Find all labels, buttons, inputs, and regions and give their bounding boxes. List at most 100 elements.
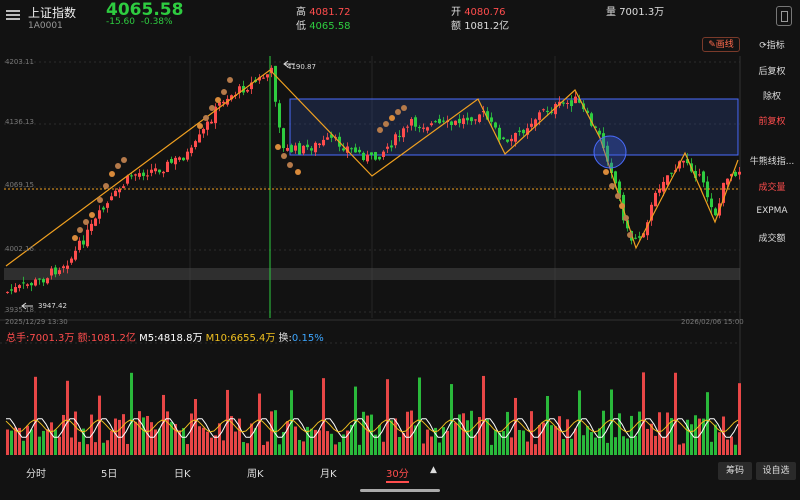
candle-body [14, 287, 17, 293]
volume-bar [454, 422, 457, 455]
low-arrowhead-icon [21, 302, 27, 310]
volume-bar [138, 411, 141, 455]
volume-bar [726, 439, 729, 455]
amount-value: 1081.2亿 [464, 21, 510, 32]
volume-bar [230, 416, 233, 455]
volume-bar [722, 416, 725, 455]
candle-body [722, 182, 725, 203]
volume-bar [526, 441, 529, 455]
kline-chart[interactable] [0, 0, 800, 460]
change-percent: -0.38% [140, 17, 173, 27]
consolidation-box [289, 98, 739, 156]
tab-intraday[interactable]: 分时 [26, 469, 46, 480]
candle-body [306, 144, 309, 148]
candle-body [698, 174, 701, 176]
candle-body [106, 203, 109, 208]
volume-bar [186, 444, 189, 455]
sequence-marker [619, 203, 625, 209]
candle-body [658, 189, 661, 193]
tab-30min[interactable]: 30分 [386, 465, 409, 483]
candle-body [398, 135, 401, 137]
volume-bar [522, 430, 525, 455]
indicator-button[interactable]: ⟳指标 [744, 38, 800, 51]
legend-total: 总手:7001.3万 [6, 333, 75, 344]
candle-body [542, 109, 545, 111]
candle-body [454, 120, 457, 125]
candle-body [358, 149, 361, 153]
candle-body [374, 152, 377, 160]
open-label: 开 [451, 7, 461, 18]
sidebar-item-back-adjust[interactable]: 后复权 [758, 67, 786, 77]
sidebar-item-ex-rights[interactable]: 除权 [762, 92, 781, 102]
more-periods-icon[interactable]: ▲ [430, 465, 437, 475]
volume-bar [294, 426, 297, 455]
menu-icon[interactable] [6, 8, 22, 22]
low-mark-label: 3947.42 [38, 302, 67, 310]
candle-body [490, 117, 493, 122]
candle-body [26, 284, 29, 286]
chips-button[interactable]: 筹码 [718, 462, 752, 480]
volume-bar [282, 432, 285, 455]
candle-body [494, 122, 497, 128]
change-value: -15.60 [106, 17, 136, 27]
volume-bar [506, 411, 509, 455]
index-code: 1A0001 [28, 21, 63, 31]
high-label: 高 [296, 7, 306, 18]
index-title: 上证指数 [28, 6, 77, 20]
candle-body [46, 278, 49, 284]
tab-daily-k[interactable]: 日K [174, 469, 191, 480]
sequence-marker [377, 127, 383, 133]
rotate-screen-button[interactable] [776, 6, 792, 26]
tab-weekly-k[interactable]: 周K [247, 469, 264, 480]
candle-body [314, 142, 317, 153]
tab-monthly-k[interactable]: 月K [320, 469, 337, 480]
candle-body [370, 152, 373, 155]
draw-line-button[interactable]: ✎画线 [702, 37, 740, 52]
sidebar-item-bull-bear[interactable]: 牛熊线指... [749, 157, 795, 167]
sidebar-item-forward-adjust[interactable]: 前复权 [758, 117, 786, 127]
candle-body [66, 265, 69, 269]
legend-turnover: 0.15% [291, 333, 324, 344]
candle-body [158, 169, 161, 173]
sidebar-item-volume[interactable]: 成交量 [758, 183, 786, 193]
candle-body [470, 117, 473, 122]
candle-body [458, 118, 461, 124]
candle-body [198, 134, 201, 143]
volume-bar [618, 413, 621, 455]
amount-label: 额 [451, 21, 461, 32]
volume-bar [78, 441, 81, 455]
candle-body [174, 157, 177, 165]
sequence-marker [203, 115, 209, 121]
candle-body [618, 181, 621, 198]
candle-body [130, 175, 133, 177]
volume-bars [6, 372, 741, 455]
candle-body [474, 119, 477, 121]
candle-body [122, 186, 125, 188]
add-watchlist-button[interactable]: 设自选 [756, 462, 796, 480]
sequence-marker [603, 169, 609, 175]
tab-5day[interactable]: 5日 [101, 469, 118, 480]
sidebar-item-amount[interactable]: 成交额 [758, 234, 786, 244]
candle-body [18, 285, 21, 289]
volume-bar [242, 441, 245, 455]
volume-bar [694, 415, 697, 455]
sidebar-item-expma[interactable]: EXPMA [756, 206, 788, 216]
sequence-marker [609, 183, 615, 189]
legend-amount: 额:1081.2亿 [77, 333, 136, 344]
volume-bar [10, 430, 13, 455]
volume-bar [154, 429, 157, 455]
volume-bar [686, 419, 689, 455]
price-tick-3: 4069.15 [5, 181, 34, 189]
volume-bar [202, 427, 205, 455]
candle-body [238, 86, 241, 93]
high-arrowhead-icon [283, 60, 289, 68]
candle-body [414, 117, 417, 127]
amount-stat: 额 1081.2亿 [451, 17, 509, 32]
volume-bar [246, 443, 249, 455]
volume-bar [466, 420, 469, 455]
volume-bar [714, 424, 717, 455]
volume-bar [366, 415, 369, 455]
volume-bar [150, 422, 153, 455]
volume-stat: 量 7001.3万 [606, 3, 664, 18]
volume-bar [42, 430, 45, 455]
